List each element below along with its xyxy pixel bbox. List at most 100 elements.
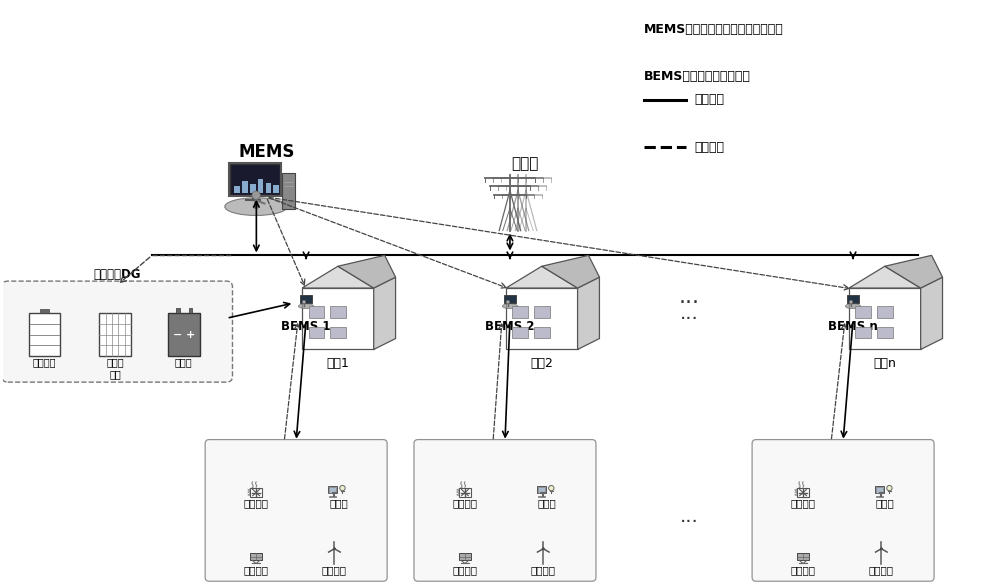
Text: 柴油发
电机: 柴油发 电机 [106,357,124,379]
Bar [309,307,324,318]
Polygon shape [849,288,921,349]
Bar [847,295,859,304]
Ellipse shape [502,304,518,309]
Text: ···: ··· [678,293,699,313]
Bar [234,186,240,193]
Text: MEMS：楼字供能系统能量管理中心: MEMS：楼字供能系统能量管理中心 [644,23,784,36]
Bar [250,184,256,193]
Text: 燃料电池: 燃料电池 [33,357,56,367]
Text: 电负荷: 电负荷 [876,498,895,508]
Text: +: + [186,329,195,340]
Text: BEMS n: BEMS n [828,320,878,333]
Bar [328,486,337,494]
Bar [273,185,279,193]
Bar [176,308,180,313]
Text: 制冷设备: 制冷设备 [791,498,816,508]
Bar [877,328,893,338]
Bar [250,488,262,497]
Text: 制冷设备: 制冷设备 [244,498,269,508]
Text: BEMS 1: BEMS 1 [281,320,331,333]
Text: ···: ··· [680,310,698,329]
Bar [329,487,336,493]
Text: 微网可控DG: 微网可控DG [93,268,141,281]
Text: 电负荷: 电负荷 [329,498,348,508]
Bar [538,487,545,493]
Bar [282,173,295,209]
Text: 制冷设备: 制冷设备 [452,498,477,508]
Bar [189,308,192,313]
Polygon shape [374,277,396,349]
Text: 屋顶光伏: 屋顶光伏 [244,565,269,575]
Ellipse shape [298,304,314,309]
Bar [877,307,893,318]
Bar [266,183,271,193]
FancyBboxPatch shape [752,439,934,581]
Circle shape [252,191,260,199]
Polygon shape [506,288,578,349]
Text: 楼字n: 楼字n [873,357,896,370]
Circle shape [880,548,882,550]
Bar [29,313,60,356]
FancyBboxPatch shape [205,439,387,581]
Polygon shape [849,266,921,288]
Polygon shape [578,277,599,349]
Bar [797,488,809,497]
Text: 楼字2: 楼字2 [530,357,553,370]
Bar [242,181,248,193]
Bar [258,178,263,193]
FancyBboxPatch shape [2,281,232,382]
Bar [309,328,324,338]
Bar [330,307,346,318]
FancyBboxPatch shape [414,439,596,581]
Circle shape [542,548,544,550]
Text: MEMS: MEMS [238,143,294,161]
Polygon shape [302,288,374,349]
Ellipse shape [225,198,287,215]
Circle shape [506,300,510,304]
Text: 屋顶光伏: 屋顶光伏 [452,565,477,575]
Text: ：信息流: ：信息流 [694,141,724,154]
Text: BEMS 2: BEMS 2 [485,320,535,333]
Bar [250,553,262,560]
Bar [537,486,546,494]
Text: 小型风机: 小型风机 [322,565,347,575]
Polygon shape [885,256,943,288]
Text: 电负荷: 电负荷 [538,498,557,508]
Circle shape [333,548,335,550]
Polygon shape [921,277,943,349]
Bar [459,553,471,560]
Bar [330,328,346,338]
Text: ···: ··· [680,513,698,532]
Bar [459,488,471,497]
Bar [534,328,550,338]
Circle shape [849,300,853,304]
Text: 小型风机: 小型风机 [869,565,894,575]
Circle shape [340,486,345,491]
Text: 屋顶光伏: 屋顶光伏 [791,565,816,575]
Bar [876,487,883,493]
Bar [229,163,281,196]
Bar [876,495,883,497]
Bar [855,328,871,338]
Bar [512,328,528,338]
Text: BEMS：楼字能量管理中心: BEMS：楼字能量管理中心 [644,70,751,83]
Bar [329,495,336,497]
Bar [230,164,280,195]
Bar [538,495,545,497]
Bar [797,553,809,560]
Text: −: − [173,329,182,340]
Text: 小型风机: 小型风机 [531,565,556,575]
Text: 配电网: 配电网 [511,156,539,171]
Bar [99,313,131,356]
Bar [40,309,49,313]
Text: ：能量流: ：能量流 [694,94,724,106]
Polygon shape [302,266,374,288]
Polygon shape [542,256,599,288]
Bar [512,307,528,318]
Bar [875,486,884,494]
Text: 蓄电池: 蓄电池 [175,357,193,367]
Bar [168,313,200,356]
Ellipse shape [845,304,861,309]
Bar [855,307,871,318]
Circle shape [302,300,306,304]
